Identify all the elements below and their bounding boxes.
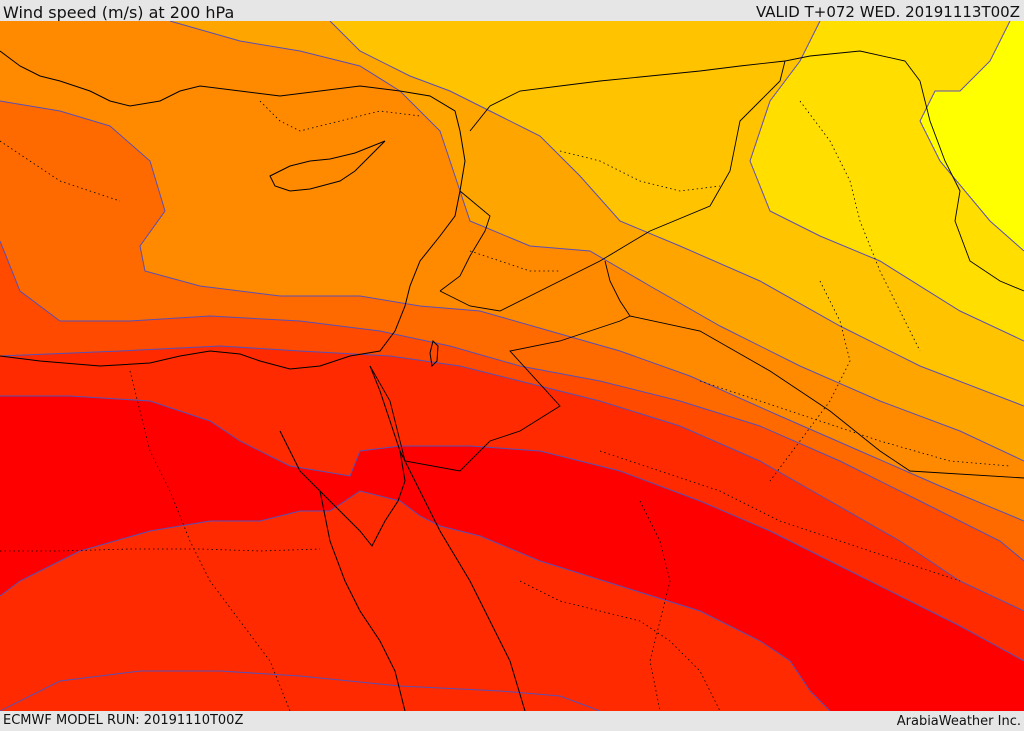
admin-boundary — [559, 150, 721, 192]
contour-line — [169, 21, 1024, 462]
gulf-of-suez-coast — [279, 365, 406, 547]
contour-line — [0, 490, 831, 711]
contour-lines — [0, 21, 1024, 711]
wind-speed-map — [0, 21, 1024, 711]
red-sea-coast-west — [319, 490, 406, 711]
admin-boundary — [699, 380, 1011, 467]
admin-boundary — [519, 580, 721, 711]
coastlines — [0, 50, 526, 711]
valid-time-label: VALID T+072 WED. 20191113T00Z — [755, 3, 1020, 21]
border-line — [369, 315, 631, 472]
contour-line — [0, 100, 1024, 522]
border-line — [629, 315, 1024, 479]
admin-boundary — [0, 548, 321, 552]
cyprus-outline — [269, 140, 386, 192]
border-line — [604, 260, 631, 317]
map-canvas — [0, 21, 1024, 711]
title-bar: Wind speed (m/s) at 200 hPa VALID T+072 … — [0, 0, 1024, 22]
admin-boundary — [129, 370, 291, 711]
footer-bar: ECMWF MODEL RUN: 20191110T00Z ArabiaWeat… — [0, 711, 1024, 729]
band-9-area-main — [0, 396, 1024, 711]
admin-boundary — [799, 100, 921, 352]
border-line — [469, 60, 786, 132]
mediterranean-coast — [0, 130, 466, 370]
chart-title: Wind speed (m/s) at 200 hPa — [3, 3, 235, 22]
red-sea-coast-east — [399, 450, 526, 711]
admin-boundary — [639, 500, 671, 711]
contour-line — [0, 240, 1024, 562]
dead-sea-outline — [429, 340, 439, 368]
admin-boundary — [0, 140, 121, 202]
contour-line — [329, 21, 1024, 407]
contour-line — [0, 395, 1024, 662]
admin-boundary — [259, 100, 421, 132]
contour-line — [919, 21, 1024, 252]
model-run-label: ECMWF MODEL RUN: 20191110T00Z — [3, 713, 244, 728]
admin-boundaries — [0, 100, 1011, 711]
border-line — [439, 190, 491, 292]
turkey-coast — [0, 50, 461, 132]
admin-boundary — [599, 450, 961, 582]
contour-line — [0, 670, 601, 711]
border-line — [439, 50, 921, 312]
credit-label: ArabiaWeather Inc. — [896, 714, 1021, 729]
border-line — [919, 80, 1024, 292]
contour-line — [0, 345, 1024, 612]
admin-boundary — [769, 280, 851, 482]
country-borders — [369, 50, 1024, 479]
contour-line — [749, 21, 1024, 342]
